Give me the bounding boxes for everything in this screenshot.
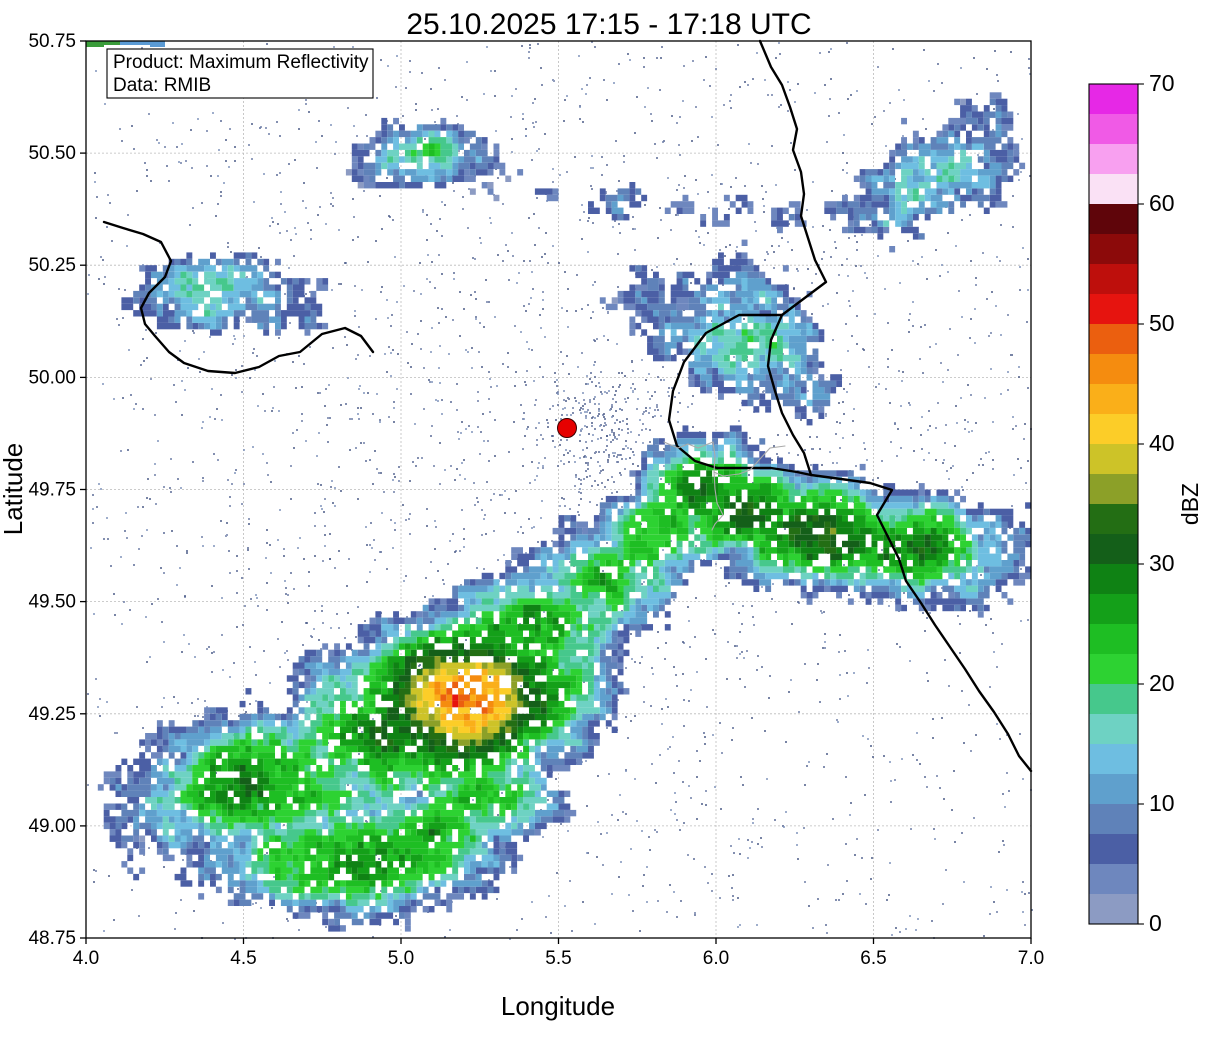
svg-text:25.10.2025 17:15 - 17:18 UTC: 25.10.2025 17:15 - 17:18 UTC [406, 8, 811, 41]
